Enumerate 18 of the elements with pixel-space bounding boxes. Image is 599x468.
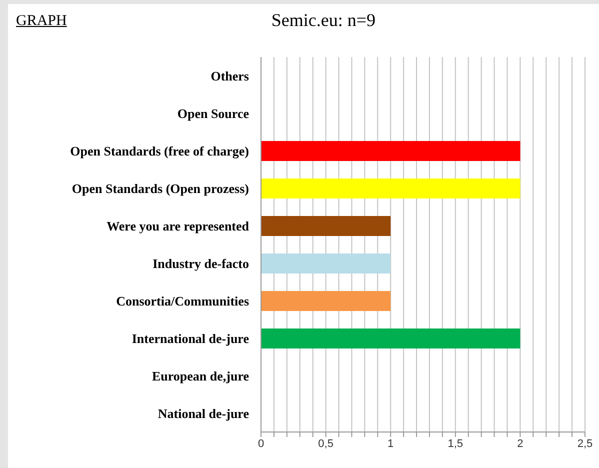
x-tick-label: 2,5: [577, 438, 593, 450]
text: GRAPH: [16, 13, 67, 29]
x-tick-label: 2: [517, 438, 524, 450]
y-tick-label: Others: [210, 68, 249, 84]
y-tick-label: Industry de-facto: [152, 256, 249, 271]
x-tick-label: 0,5: [318, 438, 334, 450]
y-tick-label: Consortia/Communities: [116, 293, 249, 308]
y-tick-label: National de-jure: [158, 406, 250, 421]
y-tick-label: Were you are represented: [106, 218, 250, 234]
x-tick-label: 0: [258, 438, 264, 450]
x-tick-label: 1: [388, 438, 394, 450]
x-tick-label: 1,5: [448, 438, 464, 450]
y-tick-label: Open Standards (free of charge): [70, 143, 249, 158]
y-tick-label: European de,jure: [152, 368, 250, 384]
y-tick-label: Open Standards (Open prozess): [72, 180, 249, 196]
y-tick-label: Open Source: [177, 106, 250, 121]
y-tick-label: International de-jure: [132, 330, 250, 346]
chart-title: Semic.eu: n=9: [271, 10, 376, 30]
